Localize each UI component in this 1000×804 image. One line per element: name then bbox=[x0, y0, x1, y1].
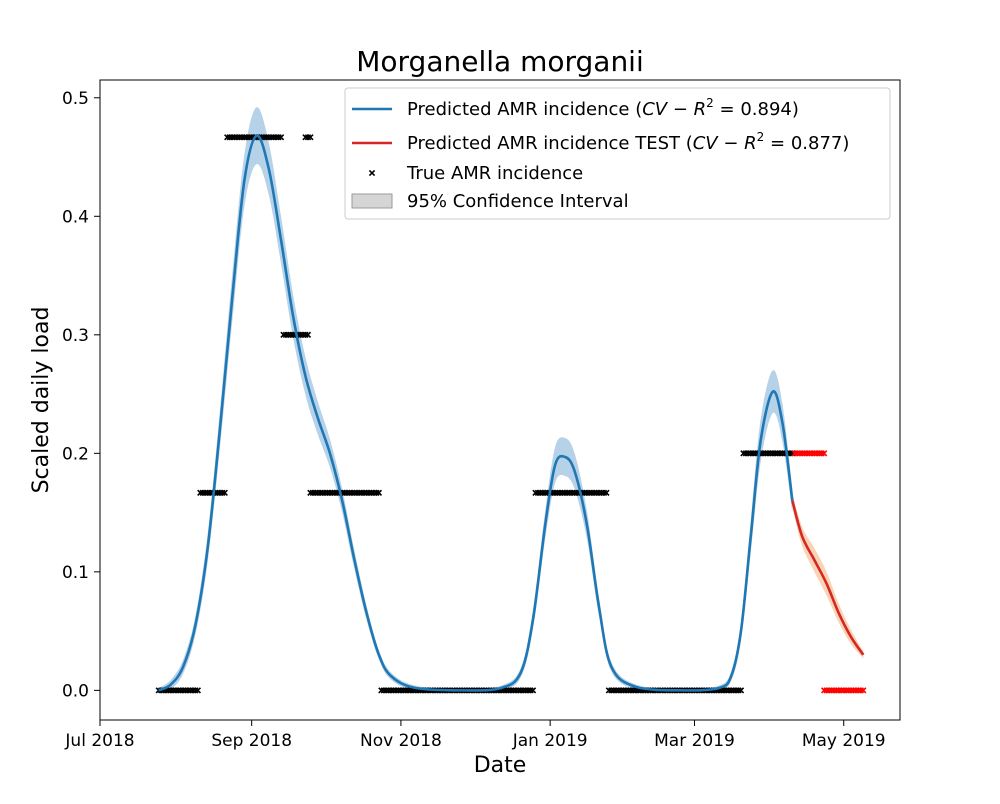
true-incidence-point bbox=[304, 331, 312, 338]
legend-item-0: Predicted AMR incidence (CV − R2 = 0.894… bbox=[352, 96, 799, 120]
x-tick-label: Jan 2019 bbox=[512, 731, 588, 751]
true-incidence-point bbox=[375, 489, 383, 496]
true-incidence-point bbox=[860, 687, 867, 694]
prediction-lines bbox=[158, 134, 865, 692]
x-axis-label: Date bbox=[474, 753, 527, 778]
y-axis-label: Scaled daily load bbox=[29, 307, 54, 494]
legend-label: True AMR incidence bbox=[406, 163, 583, 184]
confidence-bands bbox=[158, 107, 864, 693]
legend-item-2: True AMR incidence bbox=[368, 163, 583, 184]
plot-frame bbox=[99, 79, 901, 721]
true-incidence-point bbox=[307, 134, 314, 141]
y-tick-label: 0.2 bbox=[62, 444, 89, 464]
legend-label: 95% Confidence Interval bbox=[407, 191, 629, 212]
chart-title: Morganella morganii bbox=[356, 45, 644, 78]
x-axis-ticks: Jul 2018 Sep 2018 Nov 2018 Jan 2019 Mar 2019… bbox=[64, 720, 886, 751]
legend-label: Predicted AMR incidence TEST (CV − R2 = … bbox=[407, 130, 849, 154]
y-tick-label: 0.5 bbox=[62, 89, 89, 109]
y-tick-label: 0.4 bbox=[62, 207, 89, 227]
legend-band-swatch bbox=[351, 193, 393, 209]
x-tick-label: May 2019 bbox=[802, 731, 886, 751]
y-tick-label: 0.0 bbox=[62, 681, 89, 701]
x-tick-label: Jul 2018 bbox=[64, 731, 134, 751]
legend: Predicted AMR incidence (CV − R2 = 0.894… bbox=[344, 87, 891, 220]
series-line-1 bbox=[791, 500, 865, 656]
y-axis-ticks: 0.0 0.1 0.2 0.3 0.4 0.5 bbox=[62, 89, 100, 701]
true-incidence-point bbox=[737, 687, 745, 694]
plot-area bbox=[155, 107, 867, 694]
legend-item-1: Predicted AMR incidence TEST (CV − R2 = … bbox=[352, 130, 849, 154]
true-incidence-point bbox=[820, 450, 828, 457]
legend-label: Predicted AMR incidence (CV − R2 = 0.894… bbox=[407, 96, 799, 120]
y-tick-label: 0.3 bbox=[62, 326, 89, 346]
x-tick-label: Mar 2019 bbox=[654, 731, 735, 751]
x-tick-label: Nov 2018 bbox=[360, 731, 442, 751]
legend-box bbox=[344, 87, 891, 220]
y-tick-label: 0.1 bbox=[62, 563, 89, 583]
legend-item-3: 95% Confidence Interval bbox=[351, 191, 629, 212]
legend-marker-swatch bbox=[368, 169, 376, 177]
true-incidence-point bbox=[603, 489, 610, 496]
true-incidence-point bbox=[194, 687, 202, 694]
true-incidence-point bbox=[221, 489, 228, 496]
x-tick-label: Sep 2018 bbox=[211, 731, 292, 751]
confidence-band-1 bbox=[792, 493, 864, 659]
series-line-0 bbox=[158, 134, 794, 692]
true-incidence-point bbox=[277, 134, 285, 141]
true-incidence-point bbox=[529, 687, 537, 694]
